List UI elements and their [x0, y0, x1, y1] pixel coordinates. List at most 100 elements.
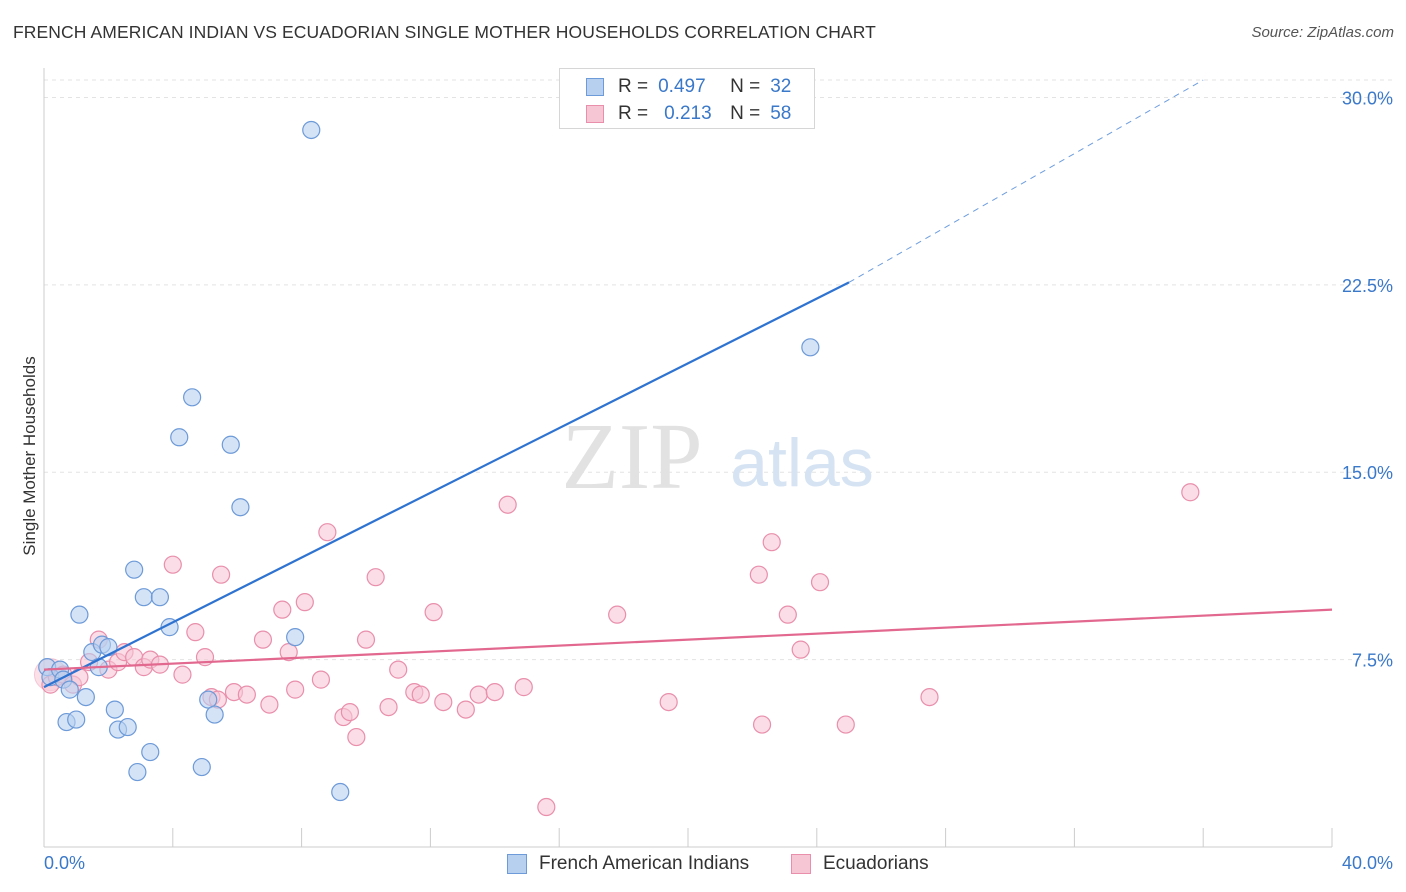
ecuadorian-point — [836, 715, 855, 734]
bottom-legend-swatch-blue — [507, 854, 527, 874]
french-american-indian-point — [99, 638, 118, 657]
ecuadorian-point — [318, 523, 337, 542]
ecuadorian-point — [295, 593, 314, 612]
french-american-indian-point — [331, 782, 350, 802]
french-american-indian-point — [150, 588, 170, 607]
ecuadorian-point — [485, 683, 504, 702]
source-label: Source: ZipAtlas.com — [1251, 24, 1394, 41]
french-american-indian-point — [192, 757, 211, 777]
french-american-indian-point — [231, 498, 250, 517]
ecuadorian-point — [347, 727, 366, 747]
ecuadorian-point — [260, 695, 279, 714]
french-american-indian-point — [76, 687, 95, 707]
y-axis-label: Single Mother Households — [20, 356, 39, 555]
watermark: ZIP atlas — [562, 405, 874, 509]
legend-n-label: N = — [730, 103, 761, 124]
chart-title: FRENCH AMERICAN INDIAN VS ECUADORIAN SIN… — [13, 22, 876, 42]
ecuadorian-point — [286, 680, 305, 699]
ecuadorian-point — [498, 495, 517, 514]
bottom-legend-swatch-pink — [791, 854, 811, 874]
bottom-legend-ecuadorians: Ecuadorians — [791, 851, 929, 877]
ecuadorian-point — [456, 700, 475, 719]
ecuadorian-point — [379, 697, 398, 717]
ecuadorian-point — [411, 685, 430, 704]
x-tick-label: 40.0% — [1342, 853, 1393, 873]
axes — [43, 68, 1333, 848]
french-american-indian-point — [60, 680, 79, 699]
french-american-indian-point — [141, 742, 160, 762]
ecuadorian-point — [1181, 483, 1200, 502]
bottom-legend-label: French American Indians — [539, 853, 750, 874]
correlation-legend: R = 0.497 N = 32 R = 0.213 N = 58 — [559, 68, 815, 129]
french-american-indian-point — [70, 605, 89, 624]
ecuadorian-point — [659, 692, 678, 712]
legend-r-value: 0.497 — [658, 76, 706, 97]
ecuadorian-point — [514, 678, 533, 697]
legend-n-value: 32 — [770, 76, 792, 97]
ecuadorian-trend-line — [43, 608, 1333, 671]
french-american-indian-point — [205, 705, 224, 724]
watermark-atlas: atlas — [730, 425, 874, 501]
ecuadorian-point — [537, 797, 556, 817]
ecuadorian-point — [173, 665, 192, 684]
french-american-indian-point — [801, 338, 820, 357]
ecuadorian-point — [762, 533, 781, 552]
ecuadorian-point — [608, 605, 627, 624]
legend-n-value: 58 — [770, 103, 792, 124]
french-american-indian-point — [67, 710, 86, 729]
ecuadorian-point — [366, 568, 385, 587]
french-american-indian-point — [286, 628, 305, 647]
x-tick-label: 0.0% — [44, 853, 85, 873]
ecuadorian-point — [237, 685, 256, 704]
french-american-indian-point — [105, 700, 124, 719]
ecuadorian-point — [434, 692, 453, 712]
tick-labels: 7.5% 15.0% 22.5% 30.0% 0.0% 40.0% — [44, 88, 1393, 873]
ecuadorian-point — [273, 600, 292, 619]
french-american-indian-point — [302, 120, 321, 140]
french-american-indian-point — [199, 690, 218, 709]
y-tick-label: 15.0% — [1342, 463, 1393, 483]
french-american-indian-point — [221, 435, 240, 454]
legend-r-label: R = — [618, 76, 649, 97]
french-american-indian-trend-line — [43, 281, 850, 689]
ecuadorian-point — [311, 670, 331, 689]
french-american-indian-point — [128, 762, 147, 782]
ecuadorian-point — [752, 715, 772, 734]
ecuadorian-point — [424, 603, 443, 622]
ecuadorian-point — [356, 630, 376, 649]
ecuadorian-point — [253, 630, 273, 649]
y-tick-label: 22.5% — [1342, 276, 1393, 296]
ecuadorian-point — [186, 623, 205, 642]
french-american-indian-point — [125, 560, 144, 579]
legend-swatch-blue — [586, 78, 604, 96]
ecuadorian-point — [749, 565, 768, 584]
ecuadorian-point — [810, 573, 830, 592]
legend-r-label: R = — [618, 103, 649, 124]
trend-lines — [43, 79, 1333, 689]
ecuadorian-point — [920, 687, 939, 707]
ecuadorian-point — [389, 660, 408, 679]
bottom-legend-label: Ecuadorians — [823, 853, 929, 874]
legend-row-ecuadorians: R = 0.213 N = 58 — [586, 102, 791, 126]
grid-lines — [44, 79, 1396, 661]
y-tick-label: 30.0% — [1342, 88, 1393, 108]
legend-n-label: N = — [730, 76, 761, 97]
french-american-indian-point — [134, 588, 153, 607]
french-american-indian-point — [170, 428, 189, 447]
ecuadorian-point — [469, 685, 488, 704]
ecuadorian-point — [791, 640, 810, 659]
ecuadorian-point — [212, 565, 231, 584]
y-tick-label: 7.5% — [1352, 651, 1393, 671]
french-american-indian-trend-extension — [848, 79, 1204, 283]
ecuadorian-point — [340, 702, 359, 722]
legend-r-value: 0.213 — [664, 103, 712, 124]
bottom-legend-french-american-indians: French American Indians — [507, 851, 749, 877]
french-american-indian-point — [183, 388, 202, 407]
ecuadorian-point — [163, 555, 182, 574]
legend-row-french-american-indians: R = 0.497 N = 32 — [586, 75, 791, 99]
french-american-indian-point — [118, 717, 137, 737]
legend-swatch-pink — [586, 105, 604, 123]
watermark-zip: ZIP — [562, 405, 703, 509]
ecuadorian-point — [279, 643, 298, 662]
